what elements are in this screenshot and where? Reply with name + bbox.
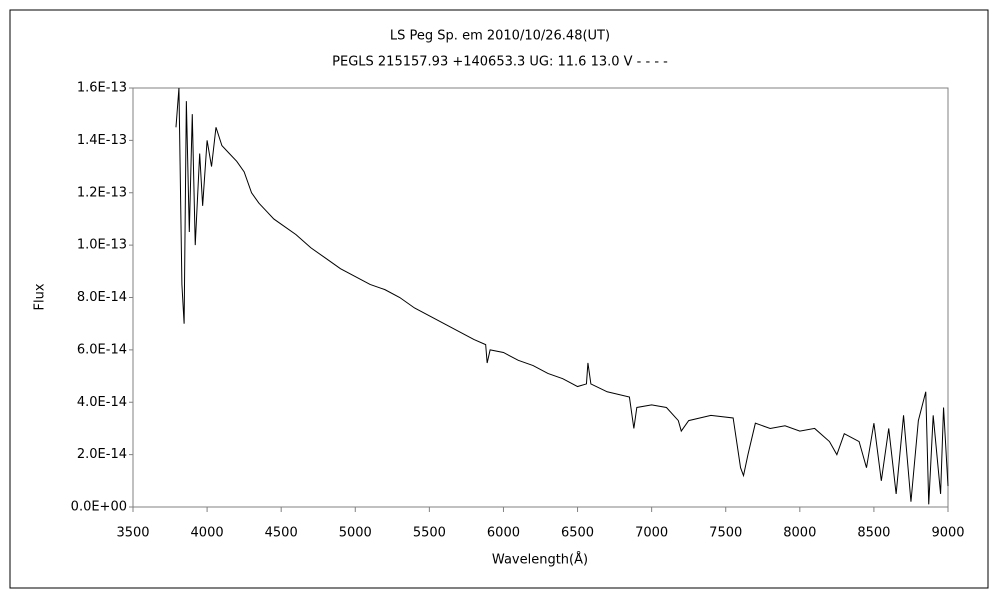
y-tick-label: 2.0E-14 — [77, 447, 127, 462]
x-tick-label: 7500 — [709, 526, 742, 541]
y-tick-label: 6.0E-14 — [77, 342, 127, 357]
x-tick-label: 5500 — [413, 526, 446, 541]
x-tick-label: 6000 — [487, 526, 520, 541]
x-tick-label: 9000 — [931, 526, 964, 541]
x-axis-label: Wavelength(Å) — [492, 552, 588, 568]
x-tick-label: 6500 — [561, 526, 594, 541]
chart-subtitle: PEGLS 215157.93 +140653.3 UG: 11.6 13.0 … — [332, 55, 668, 70]
y-tick-label: 0.0E+00 — [71, 500, 127, 515]
x-tick-label: 5000 — [339, 526, 372, 541]
y-tick-label: 1.6E-13 — [77, 81, 127, 96]
x-tick-label: 4500 — [265, 526, 298, 541]
y-tick-label: 8.0E-14 — [77, 290, 127, 305]
y-tick-label: 4.0E-14 — [77, 395, 127, 410]
x-tick-label: 8500 — [857, 526, 890, 541]
y-tick-label: 1.0E-13 — [77, 238, 127, 253]
spectrum-line — [175, 87, 949, 505]
chart-title: LS Peg Sp. em 2010/10/26.48(UT) — [390, 29, 610, 44]
plot-area — [132, 87, 949, 508]
x-tick-label: 8000 — [783, 526, 816, 541]
y-tick-label: 1.2E-13 — [77, 185, 127, 200]
y-tick-label: 1.4E-13 — [77, 133, 127, 148]
x-tick-label: 7000 — [635, 526, 668, 541]
x-tick-label: 4000 — [191, 526, 224, 541]
x-tick-label: 3500 — [116, 526, 149, 541]
y-axis-label: Flux — [33, 283, 48, 310]
